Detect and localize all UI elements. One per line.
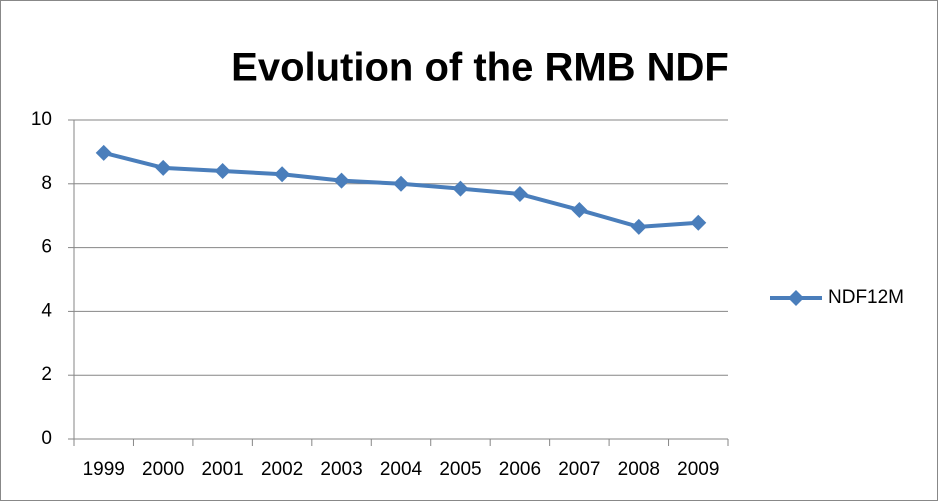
marker — [274, 166, 291, 183]
y-tick-label: 6 — [41, 237, 52, 258]
y-tick-label: 10 — [31, 109, 52, 130]
legend-label: NDF12M — [828, 287, 904, 308]
marker — [393, 175, 409, 192]
marker — [95, 144, 112, 161]
x-tick-label: 2004 — [380, 459, 423, 480]
x-tick-label: 1999 — [83, 459, 125, 480]
y-tick-label: 0 — [41, 428, 52, 449]
x-tick-label: 2007 — [558, 459, 600, 480]
y-tick-label: 8 — [41, 173, 52, 194]
marker — [452, 180, 469, 197]
marker — [214, 163, 231, 180]
x-tick-label: 2001 — [201, 459, 243, 480]
y-tick-label: 4 — [41, 300, 52, 321]
x-tick-label: 2003 — [320, 459, 362, 480]
x-tick-label: 2009 — [677, 459, 719, 480]
x-tick-label: 2000 — [142, 459, 184, 480]
x-tick-label: 2006 — [499, 459, 541, 480]
marker — [690, 214, 707, 231]
marker — [571, 201, 588, 218]
marker — [155, 159, 172, 176]
x-tick-label: 2008 — [618, 459, 660, 480]
y-tick-label: 2 — [41, 364, 52, 385]
x-tick-label: 2002 — [261, 459, 303, 480]
marker — [511, 186, 528, 203]
marker — [333, 172, 350, 189]
x-tick-label: 2005 — [439, 459, 481, 480]
legend-marker — [788, 290, 804, 306]
chart-title: Evolution of the RMB NDF — [231, 46, 729, 90]
marker — [630, 218, 647, 235]
